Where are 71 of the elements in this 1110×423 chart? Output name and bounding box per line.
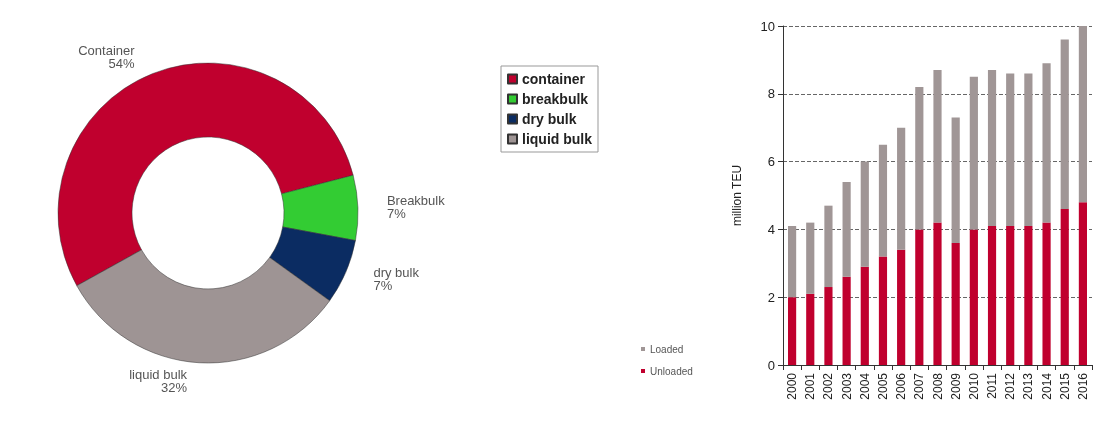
x-tick-label: 2001 bbox=[803, 372, 818, 400]
y-axis-title: million TEU bbox=[730, 164, 744, 227]
bar bbox=[897, 127, 906, 250]
y-tick-label: 2 bbox=[767, 289, 775, 305]
x-tick-label: 2005 bbox=[875, 372, 890, 400]
slice-label: dry bulk bbox=[373, 265, 420, 281]
legend-label: Loaded bbox=[650, 343, 684, 355]
bar bbox=[897, 249, 906, 365]
text: Breakbulk bbox=[386, 193, 445, 209]
bar bbox=[878, 144, 888, 257]
bar bbox=[860, 266, 869, 365]
bar bbox=[806, 293, 815, 365]
bar bbox=[915, 229, 924, 365]
bar bbox=[1024, 73, 1033, 227]
y-tick-label: 6 bbox=[767, 154, 775, 170]
bar bbox=[987, 226, 997, 365]
bar bbox=[1078, 26, 1087, 203]
text: Container bbox=[78, 43, 135, 59]
data-label: 54% bbox=[108, 56, 136, 72]
bar bbox=[969, 229, 978, 365]
y-tick-label: 10 bbox=[760, 18, 775, 34]
bar bbox=[824, 287, 833, 365]
bar bbox=[1024, 226, 1033, 365]
bar bbox=[842, 181, 851, 277]
bar bbox=[842, 276, 851, 365]
bar bbox=[915, 87, 924, 230]
legend-label: dry bulk bbox=[522, 111, 577, 127]
x-tick-label: 2010 bbox=[966, 372, 981, 400]
bar bbox=[1060, 39, 1069, 210]
x-tick-label: 2008 bbox=[930, 372, 945, 400]
x-tick-label: 2011 bbox=[985, 372, 1000, 399]
x-tick-label: 2006 bbox=[894, 372, 909, 400]
bar bbox=[788, 297, 797, 365]
bar bbox=[1006, 226, 1015, 365]
bar bbox=[933, 70, 942, 223]
bar bbox=[806, 222, 815, 294]
bar bbox=[951, 242, 960, 365]
bar bbox=[987, 70, 997, 227]
x-tick-label: 2007 bbox=[912, 372, 927, 400]
legend-label: container bbox=[522, 71, 586, 87]
legend-label: Unloaded bbox=[650, 365, 693, 377]
legend-label: breakbulk bbox=[522, 91, 589, 107]
legend-label: liquid bulk bbox=[522, 131, 593, 147]
bar bbox=[1006, 73, 1015, 227]
x-tick-label: 2003 bbox=[839, 372, 854, 400]
bar bbox=[969, 76, 978, 230]
bar bbox=[1042, 63, 1051, 223]
x-tick-label: 2002 bbox=[821, 372, 836, 400]
bar bbox=[860, 161, 869, 267]
bar bbox=[951, 117, 960, 243]
bar bbox=[1060, 209, 1069, 365]
y-tick-label: 8 bbox=[767, 86, 775, 102]
x-tick-label: 2013 bbox=[1021, 372, 1036, 400]
bar bbox=[1042, 222, 1051, 365]
x-tick-label: 2015 bbox=[1057, 372, 1072, 400]
x-tick-label: 2014 bbox=[1039, 372, 1054, 400]
bar bbox=[878, 256, 888, 365]
y-tick-label: 0 bbox=[767, 357, 775, 373]
x-tick-label: 2004 bbox=[857, 372, 872, 400]
y-tick-label: 4 bbox=[767, 221, 775, 237]
bar bbox=[824, 205, 833, 288]
x-tick-label: 2009 bbox=[948, 372, 963, 400]
bar bbox=[788, 226, 797, 298]
x-tick-label: 2012 bbox=[1003, 372, 1018, 400]
x-tick-label: 2016 bbox=[1075, 372, 1090, 400]
x-tick-label: 2000 bbox=[785, 372, 800, 400]
data-label: 7% bbox=[386, 206, 407, 222]
slice-label: liquid bulk bbox=[129, 366, 188, 382]
bar bbox=[1078, 202, 1087, 365]
data-label: 32% bbox=[161, 379, 188, 395]
bar bbox=[933, 222, 942, 365]
